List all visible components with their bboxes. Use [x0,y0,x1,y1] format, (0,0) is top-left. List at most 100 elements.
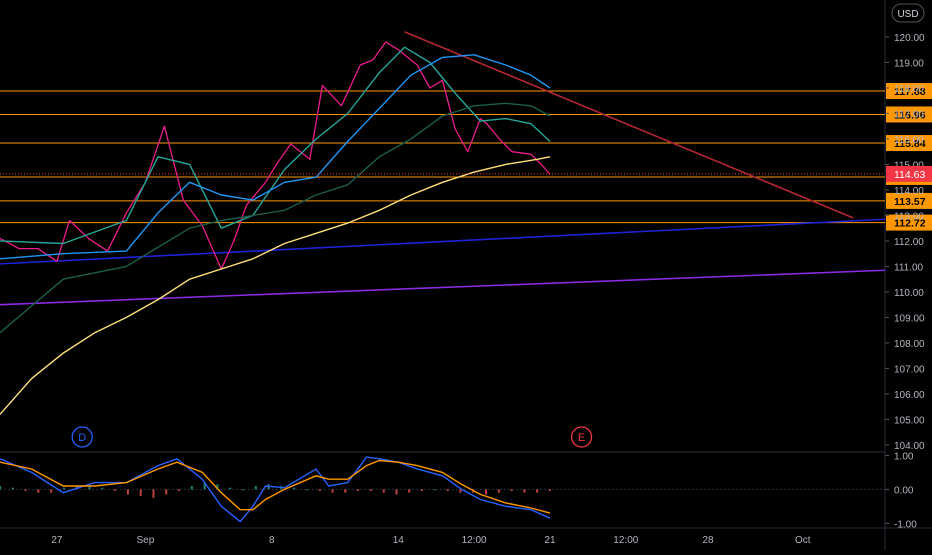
histogram-bar [408,489,411,493]
histogram-bar [523,489,526,493]
histogram-bar [318,489,321,492]
x-tick-label: 12:00 [462,535,487,546]
y-tick-label: 107.00 [894,364,925,375]
currency-label: USD [897,9,918,20]
histogram-bar [152,489,155,498]
histogram-bar [510,489,513,492]
y-tick-label: 104.00 [894,441,925,452]
y-tick-label: 116.00 [894,135,924,146]
histogram-bar [126,489,129,495]
osc-tick-label: 0.00 [894,485,914,496]
histogram-bar [344,489,347,493]
histogram-bar [216,484,219,490]
oscillator-pane [0,456,885,523]
histogram-bar [24,489,27,492]
histogram-bar [37,489,40,493]
y-tick-label: 113.00 [894,211,924,222]
y-tick-label: 105.00 [894,415,925,426]
x-tick-label: 8 [269,535,275,546]
histogram-bar [369,489,372,492]
support-purple-trendline [0,269,886,306]
level-tag [886,214,932,231]
currency-badge[interactable]: USD [891,3,925,23]
histogram-bar [139,489,142,497]
y-tick-label: 108.00 [894,339,925,350]
level-tag [886,106,932,123]
y-tick-label: 114.00 [894,186,924,197]
ema-slow-line [0,102,551,334]
level-tag [886,192,932,209]
price-series [0,41,885,415]
macd-line [0,456,551,523]
histogram-bar [101,487,104,490]
y-tick-label: 110.00 [894,288,924,299]
x-tick-label: 12:00 [613,535,638,546]
event-marker-circle [71,426,93,448]
event-marker-label: E [578,432,585,444]
ema-fast-line [0,46,551,245]
y-tick-label: 117.00 [894,109,924,120]
histogram-bar [178,489,181,492]
x-tick-label: Oct [795,535,811,546]
x-tick-label: 14 [393,535,405,546]
last-price-tag [886,165,932,182]
support-blue-trendline [0,218,886,265]
price-axis[interactable]: 120.00119.00118.00117.00116.00115.00114.… [885,33,932,530]
histogram-bar [536,489,539,493]
histogram-bar [254,485,257,490]
level-label: 116.96 [894,109,926,121]
histogram-bar [229,487,232,490]
level-tag [886,83,932,100]
histogram-bar [165,489,168,495]
histogram-bar [446,489,449,492]
event-marker-circle [570,426,593,448]
histogram-bar [459,489,462,493]
histogram-bar [433,489,436,491]
histogram-bar [190,485,193,490]
histogram-bar [421,489,424,492]
histogram-bar [395,489,398,495]
price-line [0,41,551,270]
y-tick-label: 106.00 [894,390,925,401]
resistance-trendline [404,31,854,219]
y-tick-label: 109.00 [894,313,925,324]
level-tag [886,135,932,152]
x-tick-label: 21 [544,535,556,546]
histogram-bar [50,489,53,493]
last-price-label: 114.63 [894,169,925,181]
level-label: 115.84 [894,138,926,150]
histogram-bar [88,485,91,490]
histogram-bar [0,485,1,490]
histogram-bar [331,489,334,493]
ema-mid-line [0,54,551,260]
level-label: 117.88 [894,86,926,98]
y-tick-label: 118.00 [894,84,924,95]
level-label: 113.57 [894,196,926,208]
histogram-bar [485,489,488,495]
time-axis[interactable]: 27 Sep 8 14 12:00 21 12:00 28 Oct [51,535,810,546]
histogram-bar [497,489,500,493]
osc-tick-label: -1.00 [894,519,917,530]
histogram-bar [305,489,308,491]
histogram-bar [293,487,296,490]
y-tick-label: 119.00 [894,58,924,69]
y-tick-label: 112.00 [894,237,924,248]
level-label: 112.72 [894,218,926,230]
x-tick-label: 27 [51,535,63,546]
x-tick-label: Sep [136,535,154,546]
histogram-bar [203,482,206,490]
trendlines[interactable] [0,31,886,306]
signal-line [0,459,551,514]
y-tick-label: 120.00 [894,33,925,44]
event-marker-label: D [78,432,86,444]
histogram-bar [114,489,117,492]
histogram-bar [11,487,14,490]
histogram-bar [62,487,65,490]
y-tick-label: 111.00 [894,262,924,273]
histogram-bar [548,489,551,492]
histogram-bar [357,489,360,492]
